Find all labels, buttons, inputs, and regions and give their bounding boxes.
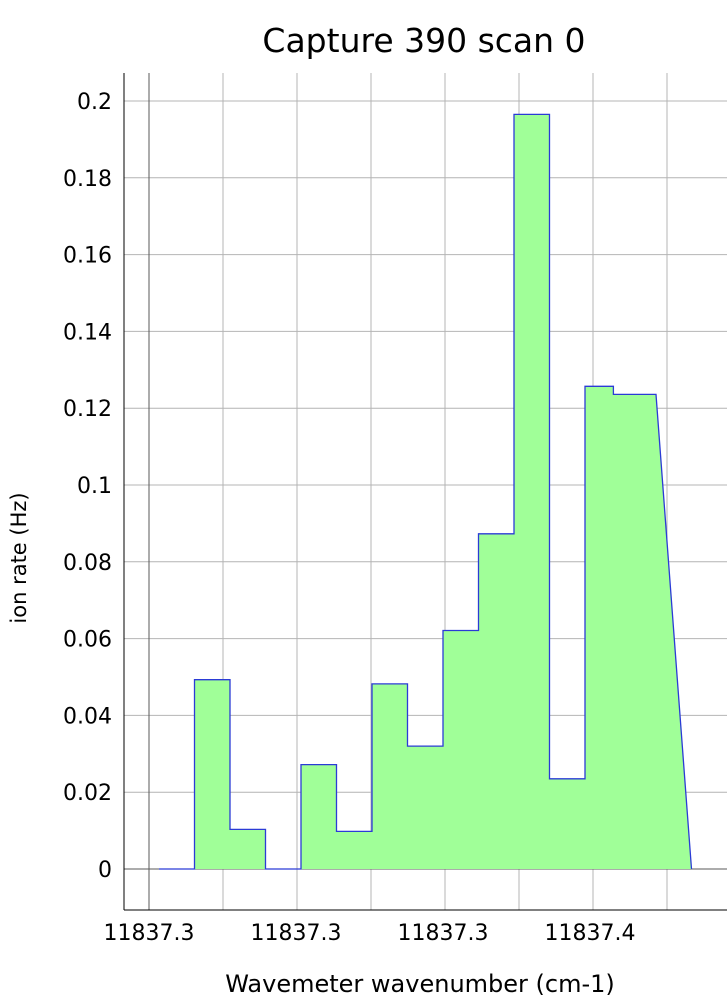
x-tick-labels: 11837.3 11837.3 11837.3 11837.4: [104, 921, 636, 946]
x-tick-label: 11837.3: [398, 921, 489, 946]
y-tick-labels: 0 0.02 0.04 0.06 0.08 0.1 0.12 0.14 0.16 0.18 0.2: [63, 90, 112, 883]
axes: [123, 73, 727, 911]
y-tick-label: 0.04: [63, 704, 112, 729]
y-tick-label: 0.02: [63, 781, 112, 806]
plot-area: [159, 113, 693, 870]
ion-rate-area: [159, 114, 692, 869]
y-tick-label: 0.14: [63, 320, 112, 345]
chart-title: Capture 390 scan 0: [262, 21, 585, 60]
x-tick-label: 11837.3: [104, 921, 195, 946]
y-tick-label: 0.08: [63, 551, 112, 576]
y-tick-label: 0.06: [63, 628, 112, 653]
y-tick-label: 0.18: [63, 167, 112, 192]
y-tick-label: 0.12: [63, 397, 112, 422]
x-tick-label: 11837.3: [251, 921, 342, 946]
x-tick-label: 11837.4: [545, 921, 636, 946]
y-tick-label: 0: [98, 858, 112, 883]
y-tick-label: 0.2: [77, 90, 112, 115]
y-tick-label: 0.1: [77, 474, 112, 499]
y-tick-label: 0.16: [63, 244, 112, 269]
y-axis-label: ion rate (Hz): [7, 492, 31, 623]
ion-rate-line: [159, 113, 693, 870]
x-axis-label: Wavemeter wavenumber (cm-1): [225, 970, 615, 998]
